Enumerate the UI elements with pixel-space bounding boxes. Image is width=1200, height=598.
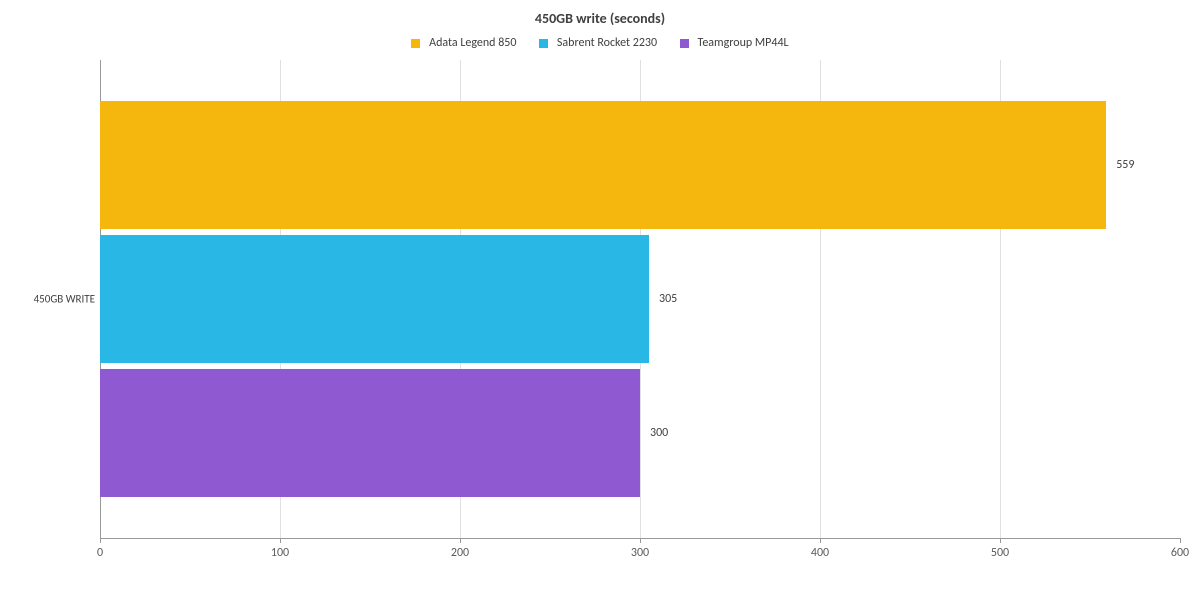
x-tick-mark <box>460 538 461 543</box>
x-tick-mark <box>820 538 821 543</box>
bar-value-label: 305 <box>659 292 677 306</box>
x-tick-mark <box>280 538 281 543</box>
x-tick-mark <box>1180 538 1181 543</box>
bar <box>100 235 649 363</box>
legend-swatch <box>411 39 420 48</box>
bar-value-label: 559 <box>1116 158 1134 172</box>
x-tick-label: 200 <box>451 546 469 560</box>
x-tick-label: 600 <box>1171 546 1189 560</box>
x-tick-label: 400 <box>811 546 829 560</box>
legend-label: Adata Legend 850 <box>429 36 516 50</box>
bar-value-label: 300 <box>650 426 668 440</box>
x-tick-mark <box>1000 538 1001 543</box>
legend-item: Teamgroup MP44L <box>680 36 789 50</box>
x-tick-mark <box>640 538 641 543</box>
chart-title: 450GB write (seconds) <box>0 10 1200 27</box>
x-tick-mark <box>100 538 101 543</box>
bar <box>100 369 640 497</box>
legend-label: Sabrent Rocket 2230 <box>557 36 657 50</box>
x-tick-label: 500 <box>991 546 1009 560</box>
chart-legend: Adata Legend 850 Sabrent Rocket 2230 Tea… <box>0 36 1200 50</box>
plot-area: 0100200300400500600450GB WRITE559305300 <box>100 60 1180 545</box>
x-tick-label: 300 <box>631 546 649 560</box>
x-tick-label: 0 <box>97 546 103 560</box>
chart-container: 450GB write (seconds) Adata Legend 850 S… <box>0 0 1200 598</box>
legend-item: Adata Legend 850 <box>411 36 516 50</box>
legend-label: Teamgroup MP44L <box>698 36 789 50</box>
legend-item: Sabrent Rocket 2230 <box>539 36 657 50</box>
bar <box>100 101 1106 229</box>
legend-swatch <box>539 39 548 48</box>
y-category-label: 450GB WRITE <box>15 293 95 306</box>
legend-swatch <box>680 39 689 48</box>
x-tick-label: 100 <box>271 546 289 560</box>
